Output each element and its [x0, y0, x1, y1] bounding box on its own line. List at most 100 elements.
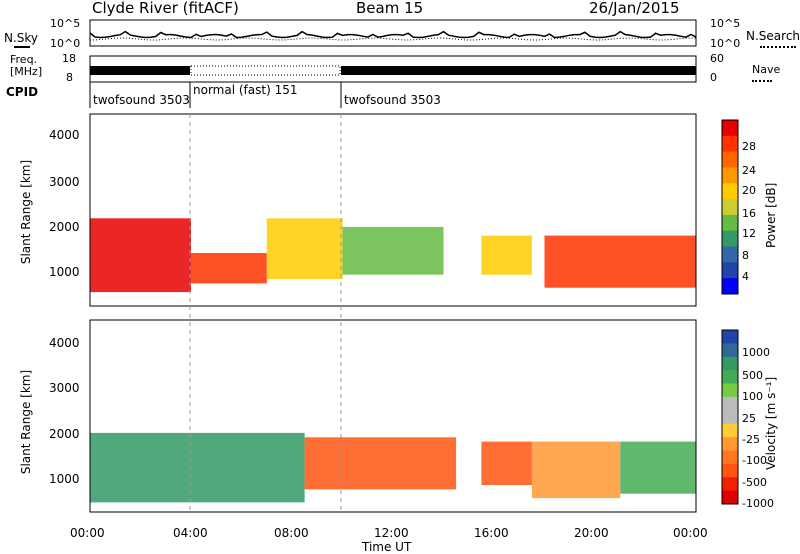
- noise-right-tick-top: 10^5: [710, 17, 741, 30]
- powerPanel-region-0: [90, 218, 191, 293]
- xtick-6: 00:00: [673, 526, 708, 540]
- xaxis-label: Time UT: [362, 540, 412, 554]
- vel-cbar-tick-m1000: -1000: [742, 497, 774, 510]
- noise-sky-line: [89, 30, 697, 39]
- noise-right-legend-line: [760, 46, 796, 48]
- powerCbar-swatch-9: [722, 262, 738, 279]
- velCbar-frame: [721, 329, 739, 505]
- powerCbar-swatch-2: [722, 151, 738, 168]
- powerPanel-region-3: [342, 226, 444, 275]
- velocity-heatmap: [90, 432, 697, 503]
- velocity-ytick-2000: 2000: [49, 427, 80, 441]
- vel-cbar-tick-1000: 1000: [742, 346, 770, 359]
- power-cbar-tick-28: 28: [742, 140, 756, 153]
- nave-right-tick-bottom: 0: [710, 71, 717, 84]
- power-ytick-1000: 1000: [49, 265, 80, 279]
- powerCbar-swatch-5: [722, 199, 738, 216]
- powerPanel-region-4: [481, 235, 532, 275]
- powerCbar-swatch-6: [722, 214, 738, 232]
- velCbar-swatch-1: [722, 343, 738, 358]
- velocity-ytick-4000: 4000: [49, 336, 80, 350]
- vel-cbar-tick-m25: -25: [742, 433, 760, 446]
- xtick-3: 12:00: [374, 526, 409, 540]
- power-ytick-4000: 4000: [49, 128, 80, 142]
- nave-label: Nave: [752, 63, 781, 76]
- velocity-ytick-3000: 3000: [49, 381, 80, 395]
- xtick-2: 08:00: [274, 526, 309, 540]
- velCbar-swatch-6: [722, 410, 738, 425]
- freq-bar-2: [190, 65, 341, 76]
- powerCbar-swatch-8: [722, 246, 738, 263]
- cpid-segment-2: normal (fast) 151: [193, 83, 298, 97]
- velCbar-swatch-4: [722, 383, 738, 398]
- vel-cbar-tick-100: 100: [742, 390, 763, 403]
- vel-cbar-tick-500: 500: [742, 369, 763, 382]
- freq-label-line2: [MHz]: [10, 65, 43, 78]
- freq-bar-3: [341, 66, 696, 75]
- velPanel-region-0: [90, 432, 305, 503]
- noise-right-label: N.Search: [746, 29, 800, 43]
- powerPanel-region-1: [191, 253, 267, 284]
- noise-search-line: [89, 37, 696, 41]
- power-cbar-tick-16: 16: [742, 207, 756, 220]
- powerCbar-swatch-0: [722, 120, 738, 137]
- power-cbar-tick-24: 24: [742, 164, 756, 177]
- nave-right-tick-top: 60: [710, 52, 724, 65]
- velCbar-swatch-12: [722, 490, 738, 505]
- velPanel-region-3: [531, 441, 621, 499]
- cpid-segment-3: twofsound 3503: [344, 93, 441, 107]
- velCbar-swatch-9: [722, 450, 738, 465]
- powerPanel-region-5: [544, 235, 696, 288]
- noise-right-tick-bottom: 10^0: [710, 37, 741, 50]
- velCbar-swatch-11: [722, 477, 738, 492]
- noise-panel-frame: [89, 19, 697, 47]
- noise-left-label: N.Sky: [4, 31, 39, 45]
- power-ytick-2000: 2000: [49, 220, 80, 234]
- power-ytick-3000: 3000: [49, 175, 80, 189]
- freq-bar-1: [90, 66, 190, 75]
- velocity-panel-frame: [89, 319, 697, 513]
- cpid-label: CPID: [6, 85, 39, 99]
- powerCbar-swatch-1: [722, 135, 738, 153]
- beam-title: Beam 15: [356, 0, 424, 17]
- vel-cbar-tick-m100: -100: [742, 454, 767, 467]
- noise-left-tick-top: 10^5: [50, 17, 81, 30]
- power-cbar-tick-12: 12: [742, 227, 756, 240]
- power-cbar-tick-20: 20: [742, 184, 756, 197]
- power-colorbar: [721, 119, 739, 295]
- vel-cbar-tick-m500: -500: [742, 476, 767, 489]
- velCbar-swatch-5: [722, 396, 738, 411]
- velCbar-swatch-7: [722, 423, 738, 438]
- vel-cbar-tick-25: 25: [742, 412, 756, 425]
- cpid-segment-1: twofsound 3503: [93, 93, 190, 107]
- velPanel-region-1: [304, 437, 457, 490]
- velPanel-region-2: [481, 441, 532, 485]
- powerCbar-swatch-4: [722, 183, 738, 200]
- velCbar-swatch-8: [722, 437, 738, 451]
- freq-label-line1: Freq.: [10, 53, 38, 66]
- velCbar-swatch-2: [722, 356, 738, 371]
- noise-left-legend-line: [14, 46, 30, 48]
- velCbar-swatch-10: [722, 463, 738, 478]
- xtick-0: 00:00: [70, 526, 105, 540]
- power-cbar-tick-8: 8: [742, 249, 749, 262]
- velocity-ytick-1000: 1000: [49, 472, 80, 486]
- powerCbar-swatch-10: [722, 278, 738, 295]
- xtick-5: 20:00: [574, 526, 609, 540]
- noise-left-tick-bottom: 10^0: [50, 37, 81, 50]
- freq-left-tick-bottom: 8: [66, 71, 73, 84]
- nave-legend-line: [752, 80, 772, 82]
- power-panel-frame: [89, 113, 697, 307]
- xtick-4: 16:00: [474, 526, 509, 540]
- power-heatmap: [90, 218, 696, 293]
- velocity-colorbar: [721, 329, 739, 505]
- powerCbar-swatch-7: [722, 230, 738, 247]
- freq-left-tick-top: 18: [62, 52, 76, 65]
- powerCbar-frame: [721, 119, 739, 295]
- powerPanel-region-2: [266, 218, 343, 280]
- velCbar-swatch-0: [722, 330, 738, 344]
- xtick-1: 04:00: [173, 526, 208, 540]
- powerCbar-swatch-3: [722, 167, 738, 184]
- station-title: Clyde River (fitACF): [92, 0, 239, 17]
